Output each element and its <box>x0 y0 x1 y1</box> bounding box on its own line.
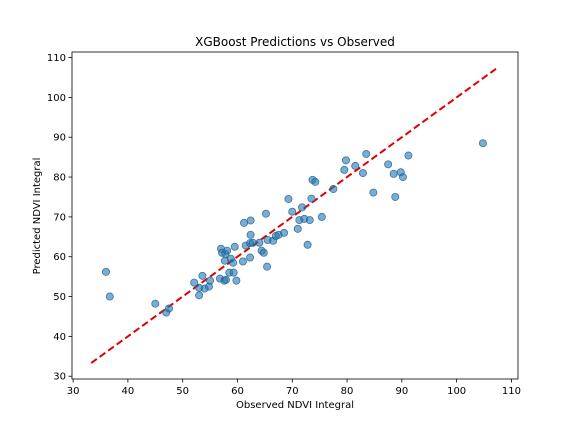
y-tick-label: 90 <box>53 133 66 144</box>
data-point <box>317 212 326 221</box>
data-point <box>280 228 289 237</box>
data-point <box>298 203 307 212</box>
x-tick-label: 100 <box>447 386 466 397</box>
x-tick-label: 110 <box>502 386 521 397</box>
data-point <box>223 246 232 255</box>
data-point <box>229 258 238 267</box>
x-tick-label: 30 <box>67 386 80 397</box>
data-point <box>190 278 199 287</box>
data-point <box>478 139 487 148</box>
y-tick-label: 60 <box>53 252 66 263</box>
x-tick-label: 70 <box>286 386 299 397</box>
x-axis-label: Observed NDVI Integral <box>236 400 354 411</box>
data-point <box>329 185 338 194</box>
data-point <box>311 177 320 186</box>
data-point <box>248 238 257 247</box>
data-point <box>221 275 230 284</box>
x-axis-ticks: 30 40 50 60 70 80 90 100 110 <box>67 379 521 397</box>
data-point <box>358 169 367 178</box>
data-point <box>261 209 270 218</box>
y-axis-label: Predicted NDVI Integral <box>32 158 43 275</box>
data-point <box>255 238 264 247</box>
data-point <box>362 149 371 158</box>
data-point <box>229 268 238 277</box>
x-tick-label: 60 <box>231 386 244 397</box>
y-tick-label: 110 <box>47 53 66 64</box>
data-point <box>305 216 314 225</box>
data-point <box>246 253 255 262</box>
plot-area-frame <box>71 51 519 380</box>
data-point <box>303 240 312 249</box>
points-layer <box>101 139 487 317</box>
data-point <box>230 242 239 251</box>
y-tick-label: 30 <box>53 372 66 383</box>
x-tick-label: 80 <box>341 386 354 397</box>
data-point <box>195 291 204 300</box>
data-point <box>398 173 407 182</box>
data-point <box>259 248 268 257</box>
x-tick-label: 90 <box>395 386 408 397</box>
data-point <box>288 207 297 216</box>
data-point <box>340 165 349 174</box>
y-tick-label: 50 <box>53 292 66 303</box>
data-point <box>351 161 360 170</box>
chart-title: XGBoost Predictions vs Observed <box>195 35 395 49</box>
data-point <box>246 216 255 225</box>
data-point <box>263 262 272 271</box>
y-axis-ticks: 30 40 50 60 70 80 90 100 110 <box>47 53 72 383</box>
data-point <box>198 271 207 280</box>
data-point <box>293 224 302 233</box>
y-tick-label: 70 <box>53 212 66 223</box>
data-point <box>369 188 378 197</box>
data-point <box>404 151 413 160</box>
reference-line-layer <box>90 65 500 364</box>
data-point <box>246 230 255 239</box>
data-point <box>389 169 398 178</box>
data-point <box>206 276 215 285</box>
data-point <box>238 257 247 266</box>
x-tick-label: 40 <box>122 386 135 397</box>
data-point <box>101 267 110 276</box>
y-tick-label: 80 <box>53 173 66 184</box>
x-tick-label: 50 <box>176 386 189 397</box>
data-point <box>307 194 316 203</box>
data-point <box>151 299 160 308</box>
y-tick-label: 40 <box>53 332 66 343</box>
data-point <box>240 218 249 227</box>
data-point <box>105 292 114 301</box>
data-point <box>284 194 293 203</box>
y-tick-label: 100 <box>47 93 66 104</box>
data-point <box>232 276 241 285</box>
data-point <box>384 160 393 169</box>
data-point <box>391 192 400 201</box>
data-point <box>341 156 350 165</box>
data-point <box>164 304 173 313</box>
reference-line <box>90 65 500 364</box>
